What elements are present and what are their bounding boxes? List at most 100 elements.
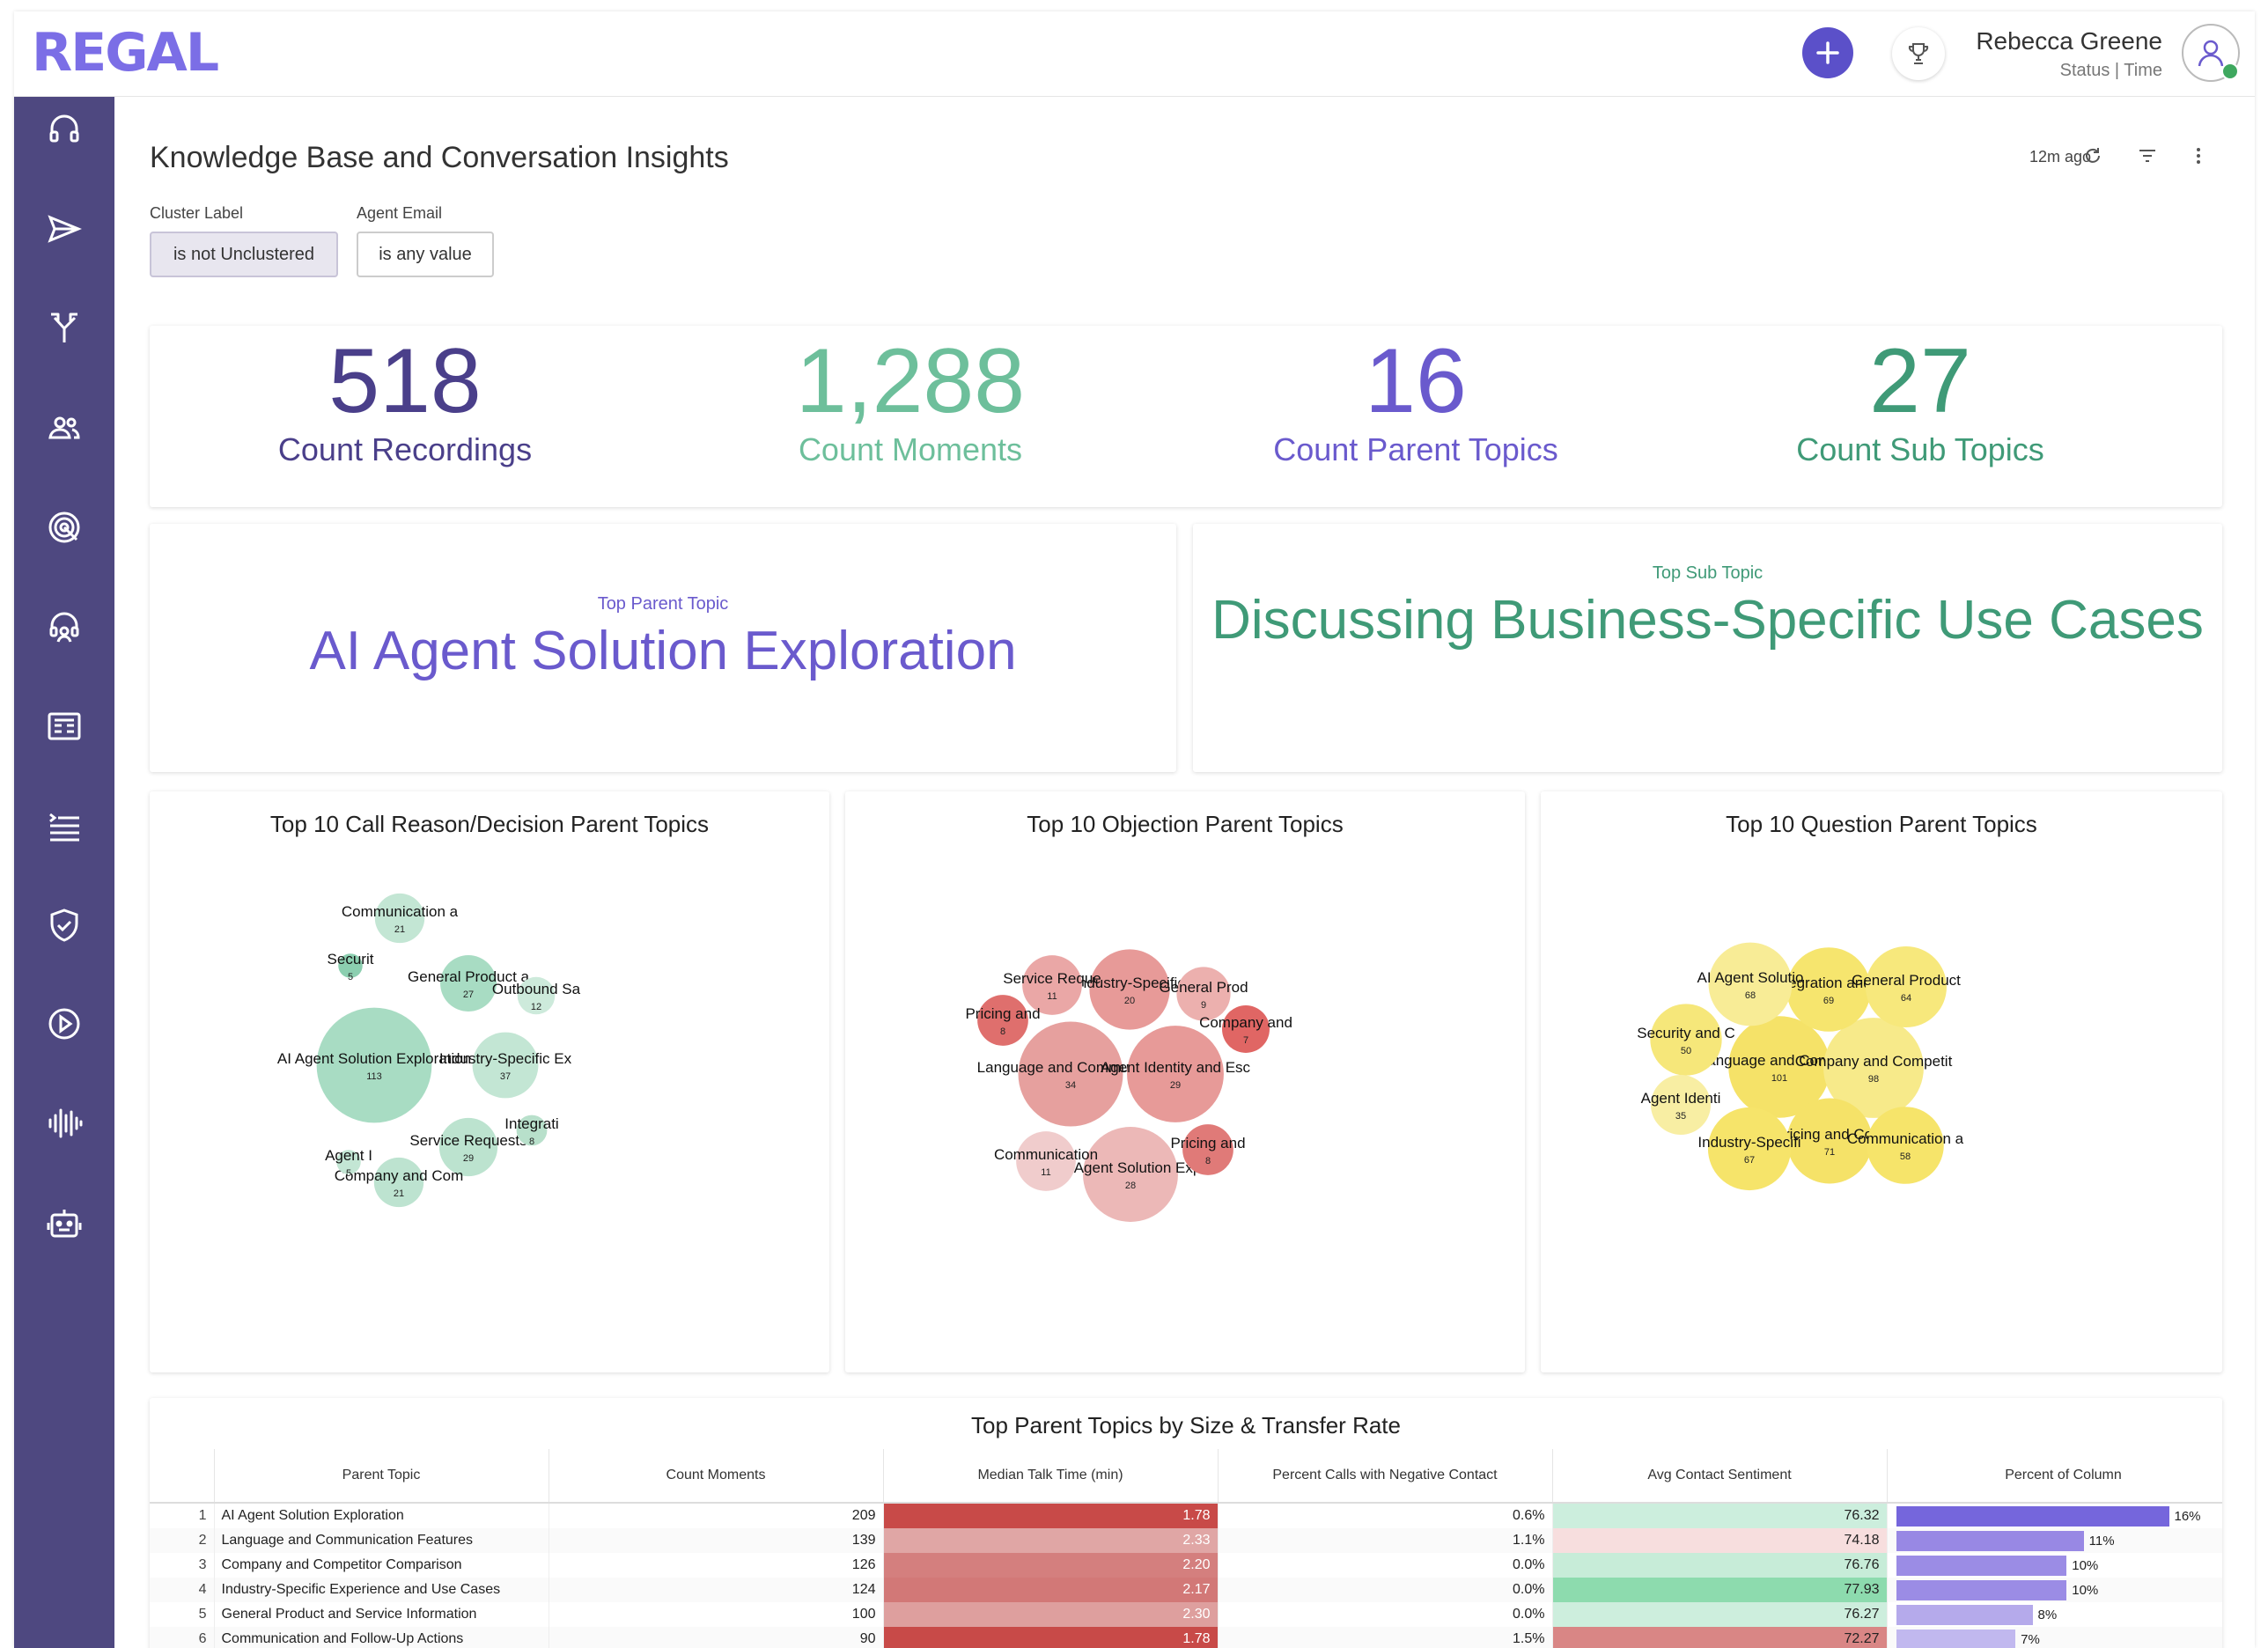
bubble[interactable]: Agent Identity and Esc 29 (1101, 1026, 1251, 1122)
bubble-circle[interactable] (1016, 1131, 1076, 1191)
bubble-circle[interactable] (1176, 967, 1231, 1021)
table-row[interactable]: 6 Communication and Follow-Up Actions 90 1.… (150, 1627, 2222, 1648)
trophy-button[interactable] (1892, 27, 1945, 80)
bubble-circle[interactable] (517, 976, 556, 1015)
bubble-value: 5 (348, 972, 353, 982)
add-button[interactable] (1802, 27, 1853, 78)
bubble-circle[interactable] (1708, 942, 1793, 1026)
bubble[interactable]: Integrati 8 (504, 1115, 559, 1147)
more-menu-icon[interactable] (2185, 143, 2212, 169)
table-row[interactable]: 1 AI Agent Solution Exploration 209 1.78 0.6… (150, 1503, 2222, 1528)
chevron-down-icon[interactable] (2222, 1468, 2223, 1481)
column-header-label: Percent of Column (2005, 1468, 2122, 1482)
id-card-icon[interactable] (43, 705, 85, 747)
refresh-icon[interactable] (2080, 143, 2106, 169)
column-header-median-talk-time[interactable]: Median Talk Time (min) (883, 1449, 1219, 1504)
bubble-circle[interactable] (1018, 1021, 1123, 1127)
bubble[interactable]: Industry-Specific 20 (1074, 949, 1185, 1030)
bubble-circle[interactable] (1022, 955, 1082, 1015)
column-header-parent-topic[interactable]: Parent Topic (214, 1449, 549, 1504)
bubble[interactable]: AI Agent Solutio 68 (1697, 942, 1804, 1026)
bubble-circle[interactable] (1089, 949, 1170, 1030)
table-row[interactable]: 3 Company and Competitor Comparison 126 2.2… (150, 1553, 2222, 1578)
play-icon[interactable] (43, 1003, 85, 1045)
bubble-circle[interactable] (1650, 1004, 1722, 1076)
bubble[interactable]: Service Reque 11 (1003, 955, 1101, 1015)
bubble-circle[interactable] (1786, 1098, 1873, 1184)
bubble-circle[interactable] (1182, 1124, 1233, 1175)
bubble-circle[interactable] (1728, 1016, 1830, 1118)
robot-icon[interactable] (43, 1203, 85, 1245)
bubble[interactable]: General Product a 27 (408, 955, 530, 1012)
bubble-circle[interactable] (338, 953, 363, 978)
bubble[interactable]: Pricing and 8 (965, 995, 1041, 1046)
bubble-circle[interactable] (1707, 1107, 1792, 1191)
bubble-circle[interactable] (316, 1007, 432, 1123)
headset-icon[interactable] (43, 108, 85, 151)
bubble-circle[interactable] (472, 1032, 539, 1099)
bubble-circle[interactable] (1650, 1074, 1712, 1136)
bubble[interactable]: Communication a 58 (1847, 1107, 1964, 1184)
bubble-circle[interactable] (336, 1150, 361, 1174)
bubble[interactable]: Agent Identi 35 (1641, 1074, 1721, 1136)
cell-median-talk-time: 2.33 (883, 1528, 1219, 1553)
bubble[interactable]: Company and Competit 98 (1795, 1018, 1953, 1118)
column-header-percent-of-column[interactable]: Percent of Column (1887, 1449, 2223, 1504)
support-agent-icon[interactable] (43, 606, 85, 648)
table-row[interactable]: 2 Language and Communication Features 139 2… (150, 1528, 2222, 1553)
bubble-circle[interactable] (1083, 1127, 1178, 1222)
bubble-circle[interactable] (1127, 1026, 1224, 1122)
bubble[interactable]: Communication 11 (994, 1131, 1098, 1191)
bubble[interactable]: Security and C 50 (1637, 1004, 1735, 1076)
bubble[interactable]: General Product 64 (1852, 946, 1961, 1027)
user-status[interactable]: Status | Time (2059, 61, 2162, 80)
bubble-circle[interactable] (438, 1117, 498, 1177)
bubble[interactable]: Industry-Specific Ex 37 (439, 1032, 572, 1099)
column-header-count-moments[interactable]: Count Moments (549, 1449, 884, 1504)
filter-agent-email[interactable]: is any value (357, 232, 494, 277)
bubble[interactable]: Integration and S 69 (1771, 947, 1886, 1032)
bubble[interactable]: Language and Commun 101 (1699, 1016, 1859, 1118)
bubble[interactable]: Company and Com 21 (335, 1157, 463, 1208)
bubble[interactable]: Language and Communicati 34 (977, 1021, 1165, 1127)
bubble[interactable]: Communication a 21 (342, 893, 459, 944)
routing-icon[interactable] (43, 306, 85, 349)
bubble-circle[interactable] (516, 1115, 548, 1146)
table-row[interactable]: 5 General Product and Service Information… (150, 1602, 2222, 1627)
bubble[interactable]: Company and 7 (1199, 1005, 1292, 1053)
bubble[interactable]: Pricing and 8 (1170, 1124, 1246, 1175)
bubble[interactable]: General Prod 9 (1159, 967, 1248, 1021)
regal-logo[interactable]: REGAL (32, 22, 219, 84)
table-row[interactable]: 4 Industry-Specific Experience and Use Ca… (150, 1578, 2222, 1602)
bubble-circle[interactable] (1823, 1018, 1924, 1118)
bubble-circle[interactable] (1866, 946, 1947, 1027)
contacts-icon[interactable] (43, 407, 85, 449)
bubble[interactable]: Pricing and Cost 71 (1775, 1098, 1885, 1184)
bubble-circle[interactable] (1786, 947, 1871, 1032)
bubble-label: AI Agent Solution Expl (1057, 1159, 1204, 1176)
column-header-avg-sentiment[interactable]: Avg Contact Sentiment (1552, 1449, 1888, 1504)
bubble[interactable]: Industry-Specifi 67 (1697, 1107, 1801, 1191)
bubble-circle[interactable] (1222, 1005, 1270, 1053)
bubble[interactable]: AI Agent Solution Exploration 113 (277, 1007, 471, 1123)
bubble-circle[interactable] (977, 995, 1028, 1046)
bubble-circle[interactable] (374, 893, 425, 944)
bubble[interactable]: Securit 5 (328, 951, 374, 982)
shield-check-icon[interactable] (43, 904, 85, 946)
bubble[interactable]: Agent I 5 (325, 1147, 372, 1179)
column-header-percent-negative[interactable]: Percent Calls with Negative Contact (1218, 1449, 1553, 1504)
filter-cluster-label[interactable]: is not Unclustered (150, 232, 338, 277)
bubble[interactable]: Service Requests 29 (409, 1117, 527, 1177)
bubble-circle[interactable] (440, 955, 497, 1012)
bubble-circle[interactable] (1867, 1107, 1944, 1184)
bubble-circle[interactable] (373, 1157, 424, 1208)
send-icon[interactable] (43, 208, 85, 250)
target-icon[interactable] (43, 506, 85, 548)
filter-icon[interactable] (2134, 143, 2161, 169)
list-icon[interactable] (43, 805, 85, 847)
bubble-value: 5 (346, 1168, 351, 1179)
avatar[interactable] (2182, 24, 2240, 82)
audio-wave-icon[interactable] (43, 1102, 85, 1144)
bubble[interactable]: AI Agent Solution Expl 28 (1057, 1127, 1204, 1222)
bubble[interactable]: Outbound Sa 12 (492, 976, 581, 1015)
